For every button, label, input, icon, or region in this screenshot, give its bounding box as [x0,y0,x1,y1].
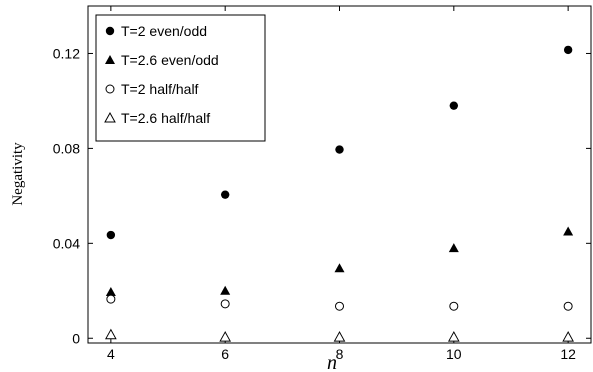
legend: T=2 even/odd T=2.6 even/odd T=2 half/half T… [95,14,266,142]
legend-entry: T=2 even/odd [121,23,207,39]
data-point [106,230,116,240]
data-marks [105,45,574,342]
legend-marker [105,26,115,36]
x-tick-labels: 4 6 8 10 12 [107,346,576,362]
y-tick-label: 0.08 [53,140,80,156]
data-point [334,263,345,273]
data-point [563,45,573,55]
y-axis-label: Negativity [10,142,26,206]
data-point [449,301,459,311]
data-point [447,331,460,342]
legend-entry: T=2.6 half/half [121,110,210,126]
data-point [335,301,344,311]
y-tick-label: 0.12 [53,45,80,61]
x-tick-label: 6 [221,346,229,362]
series-3 [106,294,573,311]
legend-entry: T=2.6 even/odd [121,52,219,68]
x-axis-label: n [327,352,337,372]
legend-marker [104,111,116,123]
series-1 [106,45,573,240]
data-point [562,331,574,342]
y-tick-label: 0.04 [53,235,80,251]
data-point [106,294,116,304]
legend-box [95,14,266,142]
legend-marker [105,84,115,94]
y-tick-labels: 0 0.04 0.08 0.12 [53,45,80,346]
data-point [563,301,573,311]
x-tick-label: 12 [560,346,576,362]
data-point [333,331,346,342]
data-point [105,328,117,340]
data-point [220,299,230,309]
x-tick-label: 8 [336,346,344,362]
x-tick-label: 4 [107,346,115,362]
x-tick-label: 10 [446,346,462,362]
data-point [335,145,344,154]
data-point [563,226,574,236]
y-tick-label: 0 [72,330,80,346]
data-point [105,286,116,296]
data-point [219,331,232,342]
data-point [449,101,459,110]
data-point [220,285,231,295]
legend-entry: T=2 half/half [121,81,199,97]
series-4 [105,328,574,342]
data-point [448,243,459,253]
series-2 [105,226,574,296]
legend-marker [105,55,115,64]
data-point [220,190,230,199]
